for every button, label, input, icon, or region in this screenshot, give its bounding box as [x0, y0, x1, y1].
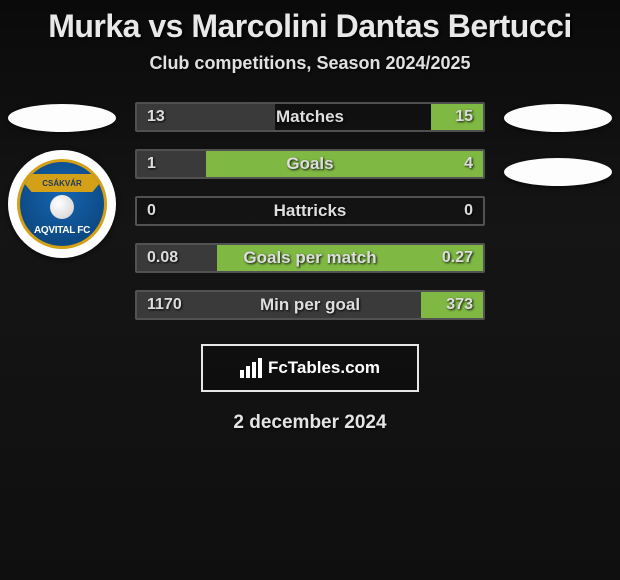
- brand-box[interactable]: FcTables.com: [201, 344, 419, 392]
- comparison-card: Murka vs Marcolini Dantas Bertucci Club …: [0, 0, 620, 434]
- stat-fill-right: [206, 151, 483, 177]
- stat-right-value: 373: [446, 296, 473, 314]
- stat-right-value: 0: [464, 202, 473, 220]
- right-player-col: [503, 102, 613, 186]
- badge-club-text: AQVITAL FC: [34, 225, 90, 236]
- chart-icon: [240, 358, 262, 378]
- page-title: Murka vs Marcolini Dantas Bertucci: [0, 8, 620, 45]
- player-right-placeholder: [504, 104, 612, 132]
- soccer-ball-icon: [50, 195, 74, 219]
- stat-label: Hattricks: [274, 201, 347, 221]
- stat-label: Goals: [286, 154, 333, 174]
- stat-left-value: 1: [147, 155, 156, 173]
- badge-banner: CSÁKVÁR: [24, 174, 100, 192]
- stat-bar: 0.08 Goals per match 0.27: [135, 243, 485, 273]
- player-left-placeholder: [8, 104, 116, 132]
- badge-inner: CSÁKVÁR AQVITAL FC: [17, 159, 107, 249]
- subtitle: Club competitions, Season 2024/2025: [0, 53, 620, 74]
- date-text: 2 december 2024: [0, 412, 620, 434]
- club-badge-left: CSÁKVÁR AQVITAL FC: [8, 150, 116, 258]
- stat-left-value: 13: [147, 108, 165, 126]
- main-row: CSÁKVÁR AQVITAL FC 13 Matches 15 1 Goals 4 0 Ha…: [0, 102, 620, 320]
- stat-bar: 13 Matches 15: [135, 102, 485, 132]
- stat-label: Matches: [276, 107, 344, 127]
- stat-label: Goals per match: [243, 248, 376, 268]
- stat-label: Min per goal: [260, 295, 360, 315]
- stats-column: 13 Matches 15 1 Goals 4 0 Hattricks 0 0.08 Goals p…: [135, 102, 485, 320]
- stat-right-value: 0.27: [442, 249, 473, 267]
- brand-text: FcTables.com: [268, 358, 380, 378]
- club-right-placeholder: [504, 158, 612, 186]
- stat-left-value: 1170: [147, 296, 182, 314]
- stat-bar: 1170 Min per goal 373: [135, 290, 485, 320]
- stat-bar: 0 Hattricks 0: [135, 196, 485, 226]
- stat-right-value: 4: [464, 155, 473, 173]
- stat-left-value: 0.08: [147, 249, 178, 267]
- stat-right-value: 15: [455, 108, 473, 126]
- stat-left-value: 0: [147, 202, 156, 220]
- stat-bar: 1 Goals 4: [135, 149, 485, 179]
- left-player-col: CSÁKVÁR AQVITAL FC: [7, 102, 117, 258]
